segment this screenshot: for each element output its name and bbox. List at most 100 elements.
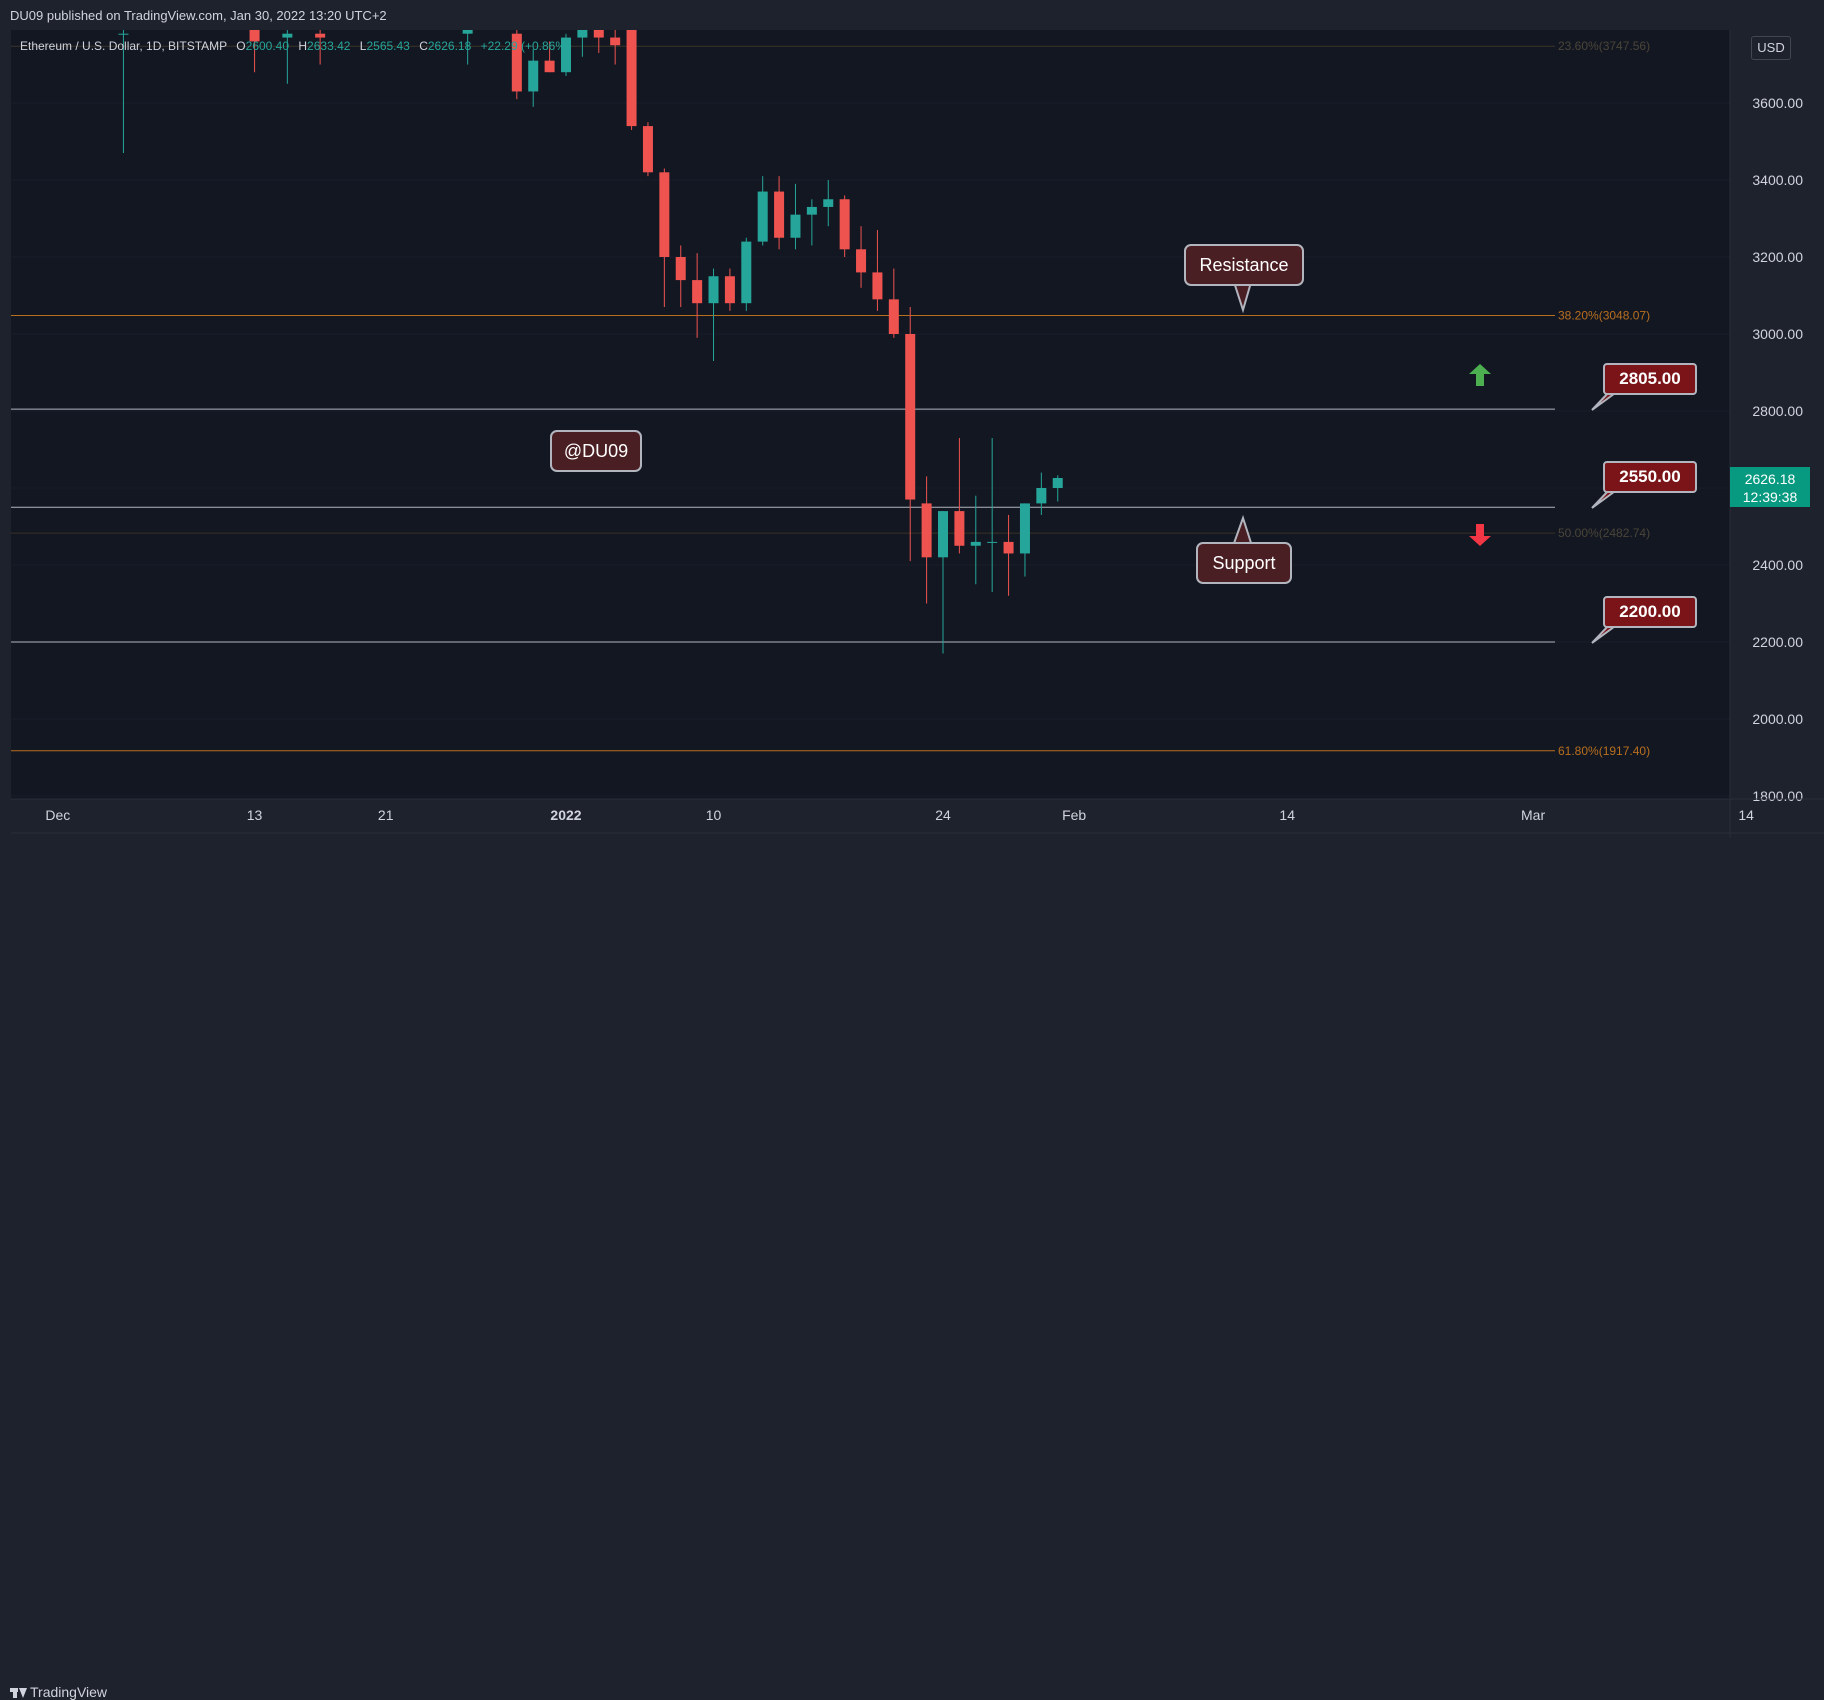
- candle: [511, 30, 522, 100]
- price-axis: 3600.00 3400.00 3200.00 3000.00 2800.00 2400.…: [1752, 95, 1803, 804]
- bar-countdown: 12:39:38: [1742, 489, 1798, 505]
- candle-body: [675, 257, 686, 281]
- candle: [118, 30, 129, 154]
- price-tick-label: 1800.00: [1752, 788, 1803, 804]
- candle-body: [692, 280, 703, 304]
- time-tick-label: 21: [378, 807, 394, 823]
- candle: [1003, 514, 1014, 596]
- level-2550-label[interactable]: 2550.00: [1603, 461, 1697, 493]
- candle: [282, 30, 293, 84]
- price-tick-label: 2200.00: [1752, 634, 1803, 650]
- candle: [856, 226, 867, 288]
- level-2200-pointer: [1591, 623, 1619, 644]
- author-watermark[interactable]: @DU09: [550, 430, 642, 472]
- candle-body: [806, 206, 817, 215]
- candle-body: [938, 511, 948, 558]
- tradingview-logo[interactable]: TradingView: [10, 1684, 107, 1700]
- candle: [561, 33, 571, 77]
- top-bar: DU09 published on TradingView.com, Jan 3…: [0, 0, 1824, 30]
- candle-body: [282, 33, 293, 38]
- resistance-callout[interactable]: Resistance: [1184, 244, 1304, 286]
- candle: [249, 30, 260, 73]
- candle-body: [659, 172, 670, 257]
- time-tick-label: 13: [247, 807, 263, 823]
- candle: [315, 30, 326, 65]
- candle: [642, 122, 653, 177]
- candle-body: [888, 299, 899, 334]
- candle: [839, 195, 850, 257]
- candle: [692, 253, 703, 338]
- candle: [708, 268, 719, 361]
- open-value: 2600.40: [245, 39, 290, 53]
- candle-body: [823, 199, 834, 207]
- time-tick-label: Feb: [1062, 807, 1086, 823]
- candles: [118, 30, 1063, 654]
- candle-body: [642, 126, 653, 173]
- candle-body: [987, 541, 998, 543]
- fib-label: 61.80%(1917.40): [1558, 744, 1650, 758]
- high-label: H: [298, 39, 308, 53]
- candle: [462, 30, 473, 65]
- close-label: C: [419, 39, 428, 53]
- candle: [659, 168, 670, 308]
- fib-levels: 23.60%(3747.56) 38.20%(3048.07) 50.00%(248…: [11, 39, 1650, 758]
- candle: [544, 41, 555, 73]
- candle: [675, 245, 686, 308]
- price-tick-label: 2800.00: [1752, 403, 1803, 419]
- candle-body: [954, 511, 965, 546]
- time-tick-label: 2022: [550, 807, 581, 823]
- candle-body: [462, 30, 473, 34]
- level-2805-label[interactable]: 2805.00: [1603, 363, 1697, 395]
- candle-body: [872, 272, 883, 300]
- candle: [577, 30, 588, 57]
- candle-body: [561, 37, 571, 73]
- high-value: 2633.42: [307, 39, 351, 53]
- candle-body: [593, 30, 604, 38]
- symbol-legend: Ethereum / U.S. Dollar, 1D, BITSTAMP O26…: [20, 39, 570, 53]
- candle: [806, 199, 817, 246]
- price-tick-label: 3600.00: [1752, 95, 1803, 111]
- time-tick-label: 10: [706, 807, 722, 823]
- candle-body: [118, 33, 129, 35]
- fib-label: 38.20%(3048.07): [1558, 308, 1650, 322]
- up-arrow-icon: [1469, 364, 1491, 386]
- candle-body: [839, 199, 850, 250]
- candle: [872, 230, 883, 311]
- current-price-value: 2626.18: [1744, 471, 1796, 487]
- candle-body: [626, 30, 637, 127]
- candle: [888, 268, 899, 338]
- candle-body: [790, 214, 801, 238]
- level-2200-label[interactable]: 2200.00: [1603, 596, 1697, 628]
- price-tick-label: 3200.00: [1752, 249, 1803, 265]
- candle-body: [921, 503, 932, 558]
- time-tick-label: 14: [1738, 807, 1754, 823]
- chart-svg: 23.60%(3747.56) 38.20%(3048.07) 50.00%(248…: [11, 30, 1824, 838]
- candle: [593, 30, 604, 53]
- candle-body: [741, 241, 752, 304]
- fib-label: 50.00%(2482.74): [1558, 526, 1650, 540]
- tradingview-logo-icon: [10, 1688, 27, 1699]
- candle: [905, 307, 916, 562]
- candle-body: [708, 276, 719, 304]
- tradingview-brand-text: TradingView: [30, 1684, 108, 1700]
- change-value: +22.29 (+0.86%): [480, 39, 571, 53]
- candle: [528, 49, 539, 107]
- candle: [774, 176, 785, 250]
- candle-body: [1003, 541, 1014, 554]
- price-tick-label: 2000.00: [1752, 711, 1803, 727]
- support-callout[interactable]: Support: [1196, 542, 1292, 584]
- candle-body: [249, 30, 260, 42]
- open-label: O: [236, 39, 246, 53]
- chart-gridlines: [11, 102, 1730, 797]
- level-2805-pointer: [1591, 390, 1619, 411]
- candle: [1019, 503, 1030, 577]
- currency-button[interactable]: USD: [1751, 36, 1791, 60]
- chart-pane[interactable]: [11, 30, 1730, 799]
- time-axis: 1523Dec132120221024Feb14Mar1422: [45, 807, 1754, 823]
- time-tick-label: 14: [1279, 807, 1295, 823]
- price-tick-label: 3000.00: [1752, 326, 1803, 342]
- fib-label: 23.60%(3747.56): [1558, 39, 1650, 53]
- candle: [987, 437, 998, 592]
- close-value: 2626.18: [427, 39, 472, 53]
- level-2550-pointer: [1591, 488, 1619, 509]
